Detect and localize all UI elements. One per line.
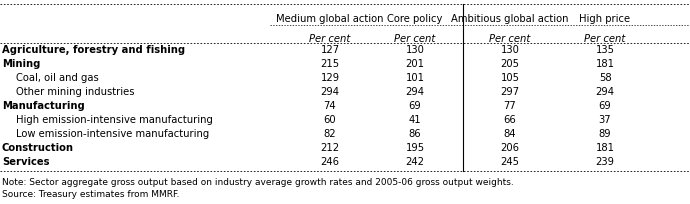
Text: 206: 206 [500,142,520,152]
Text: Other mining industries: Other mining industries [16,86,135,96]
Text: 82: 82 [324,128,336,138]
Text: 101: 101 [406,73,424,83]
Text: Coal, oil and gas: Coal, oil and gas [16,73,99,83]
Text: 58: 58 [599,73,611,83]
Text: 215: 215 [320,59,339,69]
Text: 129: 129 [320,73,339,83]
Text: 135: 135 [595,45,615,55]
Text: 84: 84 [504,128,516,138]
Text: Ambitious global action: Ambitious global action [451,14,569,24]
Text: 195: 195 [406,142,424,152]
Text: 246: 246 [320,156,339,166]
Text: Medium global action: Medium global action [276,14,384,24]
Text: Per cent: Per cent [309,34,351,44]
Text: 69: 69 [408,101,422,110]
Text: 41: 41 [408,114,422,124]
Text: Note: Sector aggregate gross output based on industry average growth rates and 2: Note: Sector aggregate gross output base… [2,177,514,186]
Text: 86: 86 [408,128,422,138]
Text: Source: Treasury estimates from MMRF.: Source: Treasury estimates from MMRF. [2,189,179,198]
Text: 74: 74 [324,101,336,110]
Text: 245: 245 [500,156,520,166]
Text: 212: 212 [320,142,339,152]
Text: 60: 60 [324,114,336,124]
Text: Core policy: Core policy [387,14,443,24]
Text: 205: 205 [500,59,520,69]
Text: Mining: Mining [2,59,41,69]
Text: Per cent: Per cent [584,34,626,44]
Text: 201: 201 [406,59,424,69]
Text: 294: 294 [320,86,339,96]
Text: Manufacturing: Manufacturing [2,101,85,110]
Text: Services: Services [2,156,50,166]
Text: 294: 294 [595,86,615,96]
Text: Low emission-intensive manufacturing: Low emission-intensive manufacturing [16,128,209,138]
Text: 181: 181 [595,59,615,69]
Text: Per cent: Per cent [489,34,531,44]
Text: 77: 77 [504,101,516,110]
Text: 181: 181 [595,142,615,152]
Text: 127: 127 [320,45,339,55]
Text: 89: 89 [599,128,611,138]
Text: High price: High price [580,14,631,24]
Text: Agriculture, forestry and fishing: Agriculture, forestry and fishing [2,45,185,55]
Text: High emission-intensive manufacturing: High emission-intensive manufacturing [16,114,213,124]
Text: 66: 66 [504,114,516,124]
Text: Per cent: Per cent [395,34,435,44]
Text: 105: 105 [500,73,520,83]
Text: 37: 37 [599,114,611,124]
Text: 294: 294 [406,86,424,96]
Text: Construction: Construction [2,142,74,152]
Text: 130: 130 [406,45,424,55]
Text: 242: 242 [406,156,424,166]
Text: 297: 297 [500,86,520,96]
Text: 130: 130 [500,45,520,55]
Text: 239: 239 [595,156,615,166]
Text: 69: 69 [599,101,611,110]
